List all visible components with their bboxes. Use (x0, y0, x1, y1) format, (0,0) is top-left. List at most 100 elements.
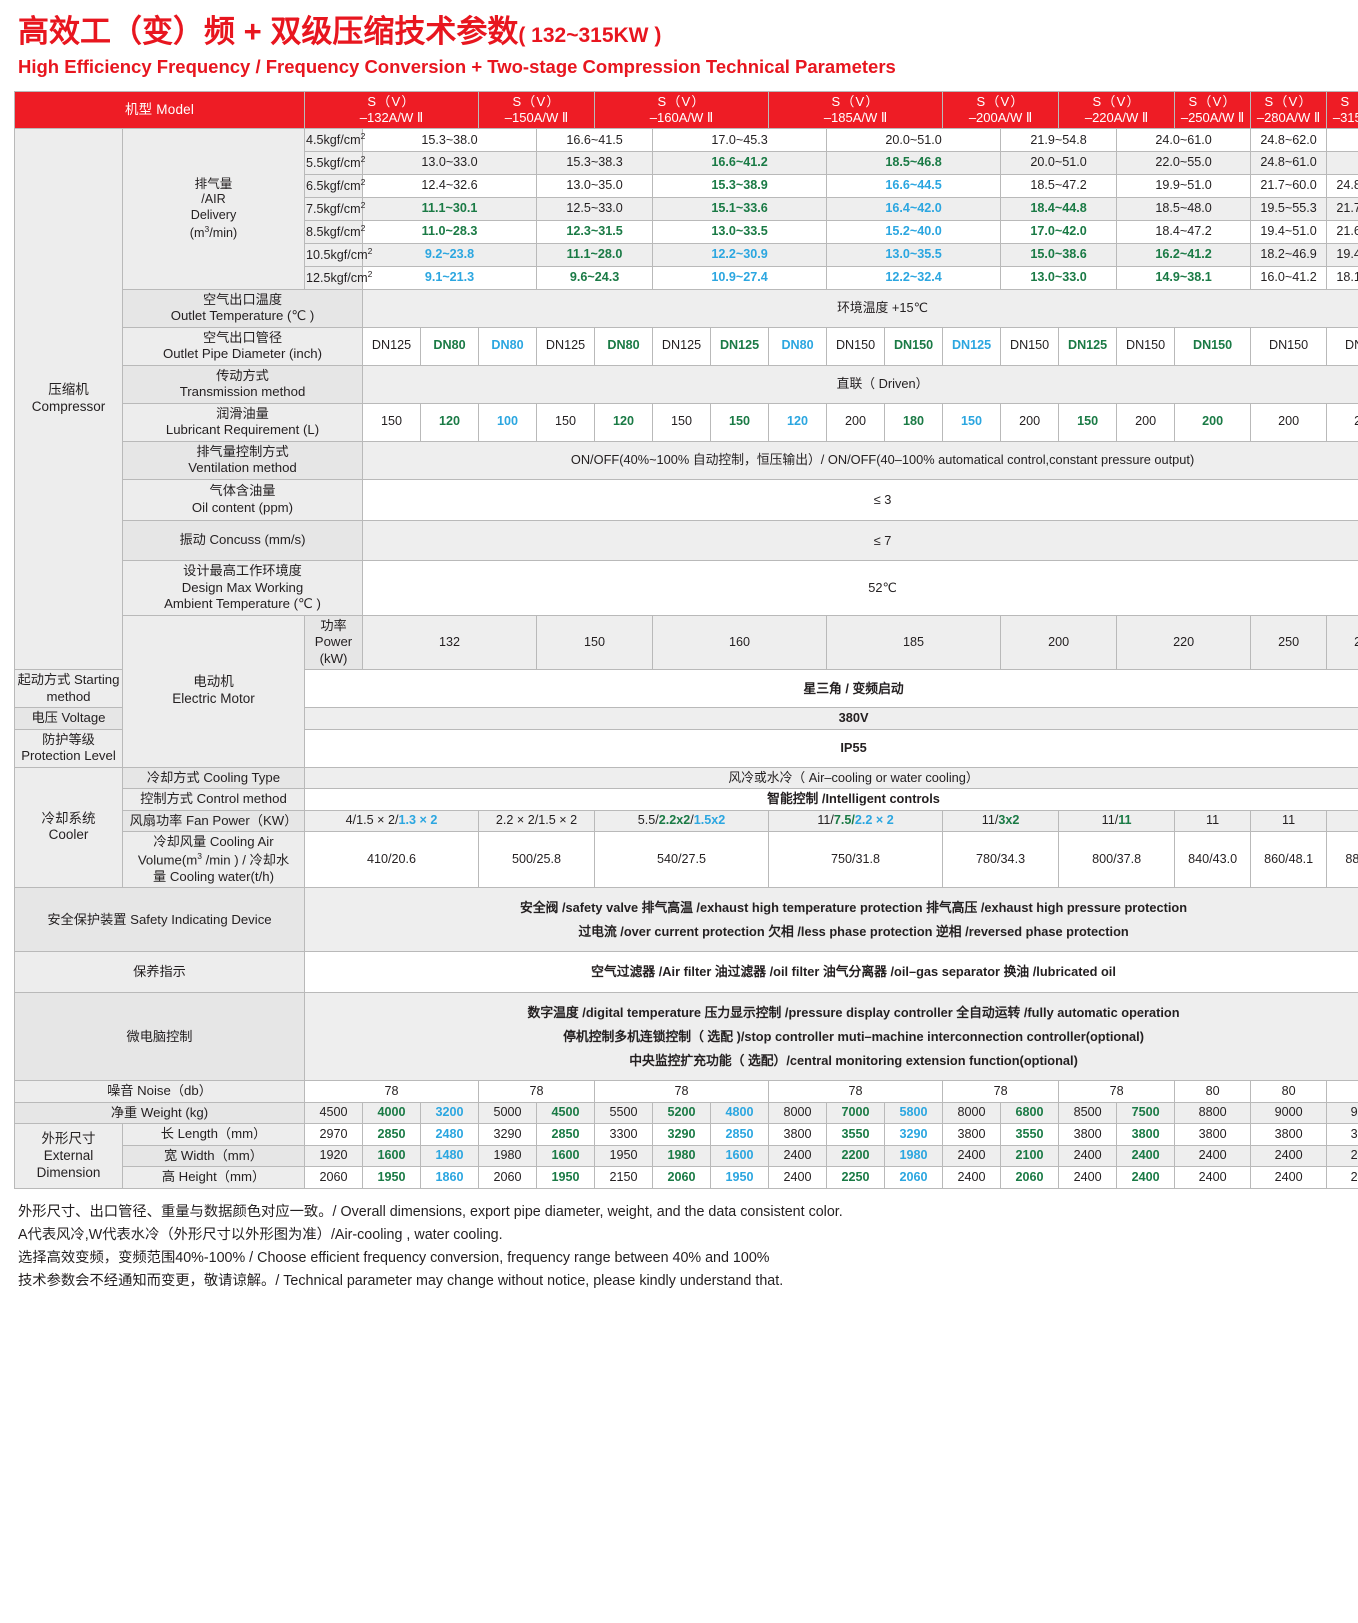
air-delivery-cell: 13.0~33.0 (361, 151, 538, 176)
air-delivery-cell: 14.9~38.1 (1116, 265, 1252, 290)
voltage-value: 380V (303, 707, 1358, 730)
noise-cell: 78 (303, 1080, 480, 1103)
maintenance-value: 空气过滤器 /Air filter 油过滤器 /oil filter 油气分离器… (303, 951, 1358, 994)
length-cell: 3800 (1174, 1123, 1252, 1146)
length-cell: 2850 (536, 1123, 596, 1146)
concuss-row: 振动 Concuss (mm/s) ≤ 7 (15, 519, 1358, 562)
width-cell: 1480 (419, 1144, 480, 1168)
transmission-row: 传动方式 Transmission method 直联（ Driven） (15, 364, 1358, 404)
pressure-label-4: 7.5kgf/cm2 (304, 197, 365, 222)
fan-power-cell: 5.5/2.2x2/1.5x2 (594, 809, 770, 833)
concuss-label: 振动 Concuss (mm/s) (122, 519, 363, 562)
length-cell: 2850 (362, 1123, 421, 1146)
length-cell: 3550 (1000, 1123, 1060, 1146)
height-cell: 2400 (1174, 1166, 1252, 1189)
length-cell: 3800 (1250, 1123, 1328, 1146)
air-delivery-cell: 13.0~35.0 (536, 174, 654, 199)
cooling-air-label: 冷却风量 Cooling Air Volume(m3 /min ) / 冷却水量 … (122, 831, 305, 889)
control-method-label: 控制方式 Control method (122, 788, 305, 811)
spec-sheet-page: 高效工（变）频 + 双级压缩技术参数( 132~315KW ) High Eff… (14, 14, 1358, 1294)
weight-cell: 3200 (419, 1101, 480, 1125)
concuss-value: ≤ 7 (361, 519, 1358, 562)
header-model-5: S（V） –200A/W Ⅱ (942, 90, 1060, 130)
air-delivery-cell: 15.2~40.0 (826, 220, 1002, 245)
lubricant-cell: 150 (1058, 402, 1118, 442)
air-delivery-cell: 12.3~31.5 (536, 220, 654, 245)
lubricant-cell: 120 (768, 402, 828, 442)
air-delivery-cell: 22.0~55.0 (1116, 151, 1252, 176)
air-delivery-cell: 18.5~48.0 (1116, 197, 1252, 222)
air-delivery-cell: 16.6~44.5 (826, 174, 1002, 199)
outlet-pipe-cell: DN125 (1058, 326, 1118, 366)
noise-cell: 78 (478, 1080, 596, 1103)
outlet-pipe-cell: DN150 (826, 326, 886, 366)
weight-cell: 4500 (304, 1101, 363, 1125)
section-electric-motor: 电动机 Electric Motor (122, 614, 305, 768)
outlet-pipe-cell: DN150 (1326, 326, 1358, 366)
power-cell: 185 (826, 614, 1002, 671)
outlet-pipe-label: 空气出口管径 Outlet Pipe Diameter (inch) (122, 326, 363, 366)
pressure-label-5: 8.5kgf/cm2 (304, 220, 365, 245)
air-delivery-cell: 9.2~23.8 (361, 243, 538, 267)
air-delivery-cell: 21.7~60.0 (1326, 197, 1358, 222)
transmission-value: 直联（ Driven） (361, 364, 1358, 404)
transmission-label: 传动方式 Transmission method (122, 364, 363, 404)
section-compressor: 压缩机 Compressor (14, 128, 123, 671)
outlet-pipe-cell: DN125 (942, 326, 1002, 366)
air-delivery-cell: 15.0~38.6 (1000, 243, 1118, 267)
air-delivery-cell: 24.0~61.0 (1116, 128, 1252, 153)
air-delivery-cell: 12.2~30.9 (652, 243, 828, 267)
lubricant-cell: 200 (1174, 402, 1252, 442)
length-cell: 3800 (942, 1123, 1002, 1146)
air-delivery-cell: 18.2~46.9 (1250, 243, 1328, 267)
header-model-3: S（V） –160A/W Ⅱ (594, 90, 770, 130)
outlet-pipe-cell: DN150 (1174, 326, 1252, 366)
air-delivery-cell: 24.8~62.0 (1250, 128, 1328, 153)
width-cell: 2400 (1174, 1144, 1252, 1168)
height-cell: 2400 (1326, 1166, 1358, 1189)
height-cell: 2400 (942, 1166, 1002, 1189)
header-model-7: S（V） –250A/W Ⅱ (1174, 90, 1252, 130)
fan-power-row: 风扇功率 Fan Power（KW） 4/1.5 × 2/1.3 × 2 2.2 ×… (15, 809, 1358, 833)
width-label: 宽 Width（mm） (122, 1144, 305, 1168)
lubricant-cell: 120 (419, 402, 480, 442)
page-title-english: High Efficiency Frequency / Frequency Co… (18, 55, 896, 77)
weight-cell: 4000 (362, 1101, 421, 1125)
voltage-label: 电压 Voltage (14, 707, 123, 730)
width-cell: 1600 (710, 1144, 770, 1168)
length-cell: 3800 (1326, 1123, 1358, 1146)
lubricant-row: 润滑油量 Lubricant Requirement (L) 150 120 100 15… (15, 402, 1358, 442)
noise-cell: 78 (1058, 1080, 1176, 1103)
air-delivery-cell: 15.1~33.6 (652, 197, 828, 222)
width-cell: 1600 (536, 1144, 596, 1168)
weight-cell: 7000 (826, 1101, 886, 1125)
weight-cell: 8000 (768, 1101, 828, 1125)
width-cell: 1600 (362, 1144, 421, 1168)
header-model-4: S（V） –185A/W Ⅱ (768, 90, 944, 130)
height-row: 高 Height（mm） 2060 1950 1860 2060 1950 2150 2060… (15, 1166, 1358, 1189)
outlet-pipe-cell: DN80 (478, 326, 538, 366)
control-method-value: 智能控制 /Intelligent controls (303, 788, 1358, 811)
footer-notes: 外形尺寸、出口管径、重量与数据颜色对应一致。/ Overall dimensio… (14, 1189, 1344, 1294)
fan-power-cell: 11/3x2 (942, 809, 1060, 833)
weight-cell: 8500 (1058, 1101, 1118, 1125)
air-delivery-cell: 21.6~56.5 (1326, 220, 1358, 245)
cooling-air-cell: 780/34.3 (942, 831, 1060, 889)
air-delivery-cell: 15.3~38.3 (536, 151, 654, 176)
weight-cell: 9000 (1250, 1101, 1328, 1125)
air-delivery-cell: 19.5~55.3 (1250, 197, 1328, 222)
air-delivery-cell: 13.0~35.5 (826, 243, 1002, 267)
fan-power-cell: 4/1.5 × 2/1.3 × 2 (303, 809, 480, 833)
height-cell: 2250 (826, 1166, 886, 1189)
table-header-row: 机型 Model S（V） –132A/W Ⅱ S（V） –150A/W Ⅱ S（V） –1… (14, 90, 1358, 130)
air-delivery-cell: 19.4~51.5 (1326, 243, 1358, 267)
protection-level-label: 防护等级 Protection Level (14, 728, 123, 768)
air-delivery-cell: 20.0~51.0 (1000, 151, 1118, 176)
length-cell: 3800 (768, 1123, 828, 1146)
height-cell: 2400 (1116, 1166, 1176, 1189)
outlet-pipe-row: 空气出口管径 Outlet Pipe Diameter (inch) DN125 DN… (15, 326, 1358, 366)
air-delivery-cell: 18.5~46.8 (826, 151, 1002, 176)
cooling-air-cell: 410/20.6 (303, 831, 480, 889)
header-model-2: S（V） –150A/W Ⅱ (478, 90, 596, 130)
lubricant-cell: 200 (1326, 402, 1358, 442)
